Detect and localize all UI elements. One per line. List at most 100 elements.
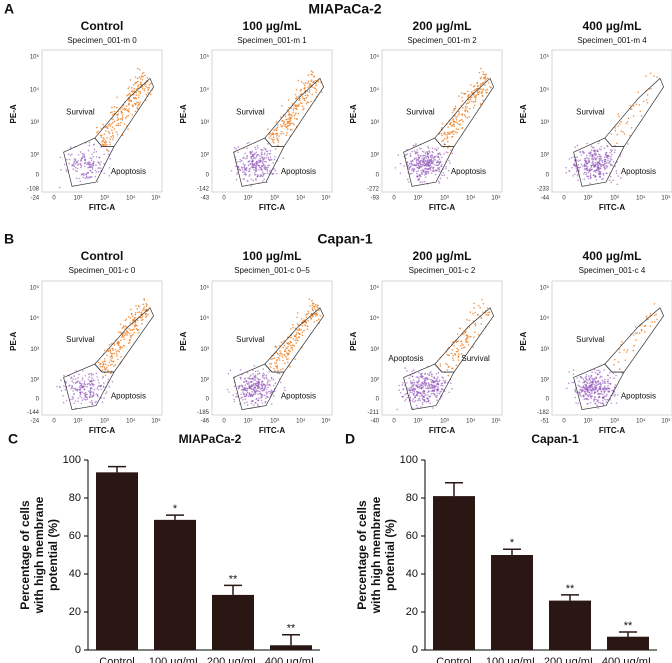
event-dot (88, 176, 91, 178)
event-dot (623, 133, 626, 135)
event-dot (145, 302, 148, 305)
event-dot (266, 150, 269, 153)
event-dot (398, 389, 401, 391)
event-dot (471, 92, 473, 94)
event-dot (138, 305, 141, 308)
event-dot (259, 378, 261, 381)
event-dot (239, 158, 242, 161)
event-dot (315, 91, 317, 94)
event-dot (111, 357, 113, 360)
event-dot (297, 331, 300, 334)
event-dot (594, 164, 597, 167)
event-dot (85, 176, 88, 179)
event-dot (257, 370, 259, 372)
event-dot (245, 169, 248, 172)
event-dot (89, 401, 91, 403)
event-dot (280, 130, 283, 133)
event-dot (250, 394, 252, 396)
event-dot (108, 132, 111, 135)
event-dot (236, 173, 238, 176)
event-dot (575, 167, 578, 169)
event-dot (455, 119, 458, 121)
event-dot (407, 389, 409, 391)
event-dot (574, 396, 576, 399)
event-dot (233, 400, 236, 403)
plot-frame (211, 280, 333, 416)
event-dot (464, 346, 466, 349)
event-dot (240, 393, 242, 395)
event-dot (428, 386, 431, 388)
event-dot (468, 319, 470, 322)
event-dot (414, 396, 416, 399)
event-dot (467, 90, 469, 93)
event-dot (125, 326, 128, 328)
event-dot (244, 172, 247, 175)
event-dot (627, 117, 630, 120)
event-dot (138, 311, 141, 313)
event-dot (451, 111, 454, 114)
x-tick-label: 400 µg/mL (265, 656, 317, 663)
event-dot (91, 176, 93, 178)
event-dot (264, 168, 267, 171)
event-dot (272, 384, 275, 387)
event-dot (287, 114, 290, 116)
event-dot (285, 126, 288, 129)
event-dot (426, 146, 429, 148)
event-dot (650, 87, 652, 90)
event-dot (109, 372, 112, 375)
event-dot (413, 157, 416, 160)
event-dot (95, 126, 98, 129)
event-dot (295, 334, 297, 336)
x-tick-label: 200 µg/mL (544, 656, 596, 663)
event-dot (77, 400, 79, 403)
gate-label: Apoptosis (281, 167, 316, 176)
y-tick-label: 80 (406, 492, 418, 504)
event-dot (609, 162, 611, 165)
event-dot (437, 376, 439, 378)
event-dot (300, 88, 302, 91)
event-dot (411, 370, 413, 373)
panel-label: B (4, 231, 14, 247)
event-dot (599, 171, 602, 173)
event-dot (301, 96, 304, 98)
event-dot (423, 162, 425, 165)
event-dot (429, 169, 432, 171)
event-dot (448, 159, 450, 162)
event-dot (577, 160, 580, 162)
bar (433, 496, 475, 650)
event-dot (254, 152, 256, 155)
event-dot (146, 87, 149, 89)
event-dot (595, 163, 597, 166)
event-dot (575, 391, 578, 394)
event-dot (300, 328, 303, 331)
event-dot (452, 109, 455, 112)
event-dot (598, 160, 601, 163)
event-dot (460, 353, 463, 355)
event-dot (268, 137, 271, 139)
event-dot (107, 153, 110, 156)
y-tick-label: 0 (75, 644, 81, 656)
event-dot (473, 306, 475, 309)
event-dot (436, 155, 438, 157)
event-dot (458, 95, 460, 97)
event-dot (128, 99, 130, 102)
event-dot (255, 148, 257, 151)
event-dot (629, 134, 631, 137)
event-dot (139, 316, 142, 319)
event-dot (251, 400, 254, 403)
x-tick-label: 10³ (100, 196, 109, 202)
event-dot (408, 394, 411, 397)
event-dot (421, 181, 423, 183)
x-tick-label: 10⁵ (321, 195, 331, 202)
event-dot (134, 324, 136, 327)
event-dot (619, 177, 622, 179)
event-dot (416, 392, 419, 395)
y-tick-label: 10³ (540, 347, 549, 353)
event-dot (455, 350, 458, 353)
x-tick-label: 10⁴ (296, 195, 306, 202)
event-dot (423, 396, 425, 399)
y-tick-label: 60 (69, 530, 81, 542)
event-dot (262, 180, 264, 182)
event-dot (257, 393, 259, 396)
event-dot (402, 381, 404, 384)
